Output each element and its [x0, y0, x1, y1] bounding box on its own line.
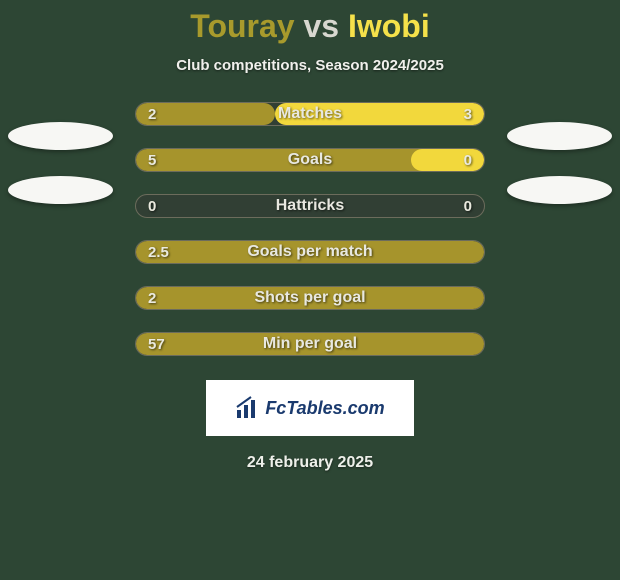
subtitle: Club competitions, Season 2024/2025 [176, 57, 444, 74]
logo-text: FcTables.com [265, 398, 384, 419]
stat-row: 2.5Goals per match [135, 240, 485, 264]
team-badge-left [8, 176, 113, 204]
stat-label: Goals per match [136, 241, 484, 263]
stat-row: 2Shots per goal [135, 286, 485, 310]
player1-name: Touray [190, 8, 294, 44]
team-badge-left [8, 122, 113, 150]
chart-icon [235, 396, 259, 420]
stat-row: 50Goals [135, 148, 485, 172]
stat-label: Min per goal [136, 333, 484, 355]
stat-rows: 23Matches 50Goals 00Hattricks 2.5Goals per … [135, 102, 485, 356]
title: Touray vs Iwobi [190, 8, 429, 45]
footer-date: 24 february 2025 [247, 454, 373, 472]
stat-row: 00Hattricks [135, 194, 485, 218]
stat-row: 23Matches [135, 102, 485, 126]
team-badge-right [507, 176, 612, 204]
comparison-card: Touray vs Iwobi Club competitions, Seaso… [0, 0, 620, 580]
stat-label: Shots per goal [136, 287, 484, 309]
stat-label: Hattricks [136, 195, 484, 217]
stat-label: Matches [136, 103, 484, 125]
vs-text: vs [303, 8, 339, 44]
logo-box: FcTables.com [206, 380, 414, 436]
stat-label: Goals [136, 149, 484, 171]
stat-row: 57Min per goal [135, 332, 485, 356]
player2-name: Iwobi [348, 8, 430, 44]
team-badge-right [507, 122, 612, 150]
